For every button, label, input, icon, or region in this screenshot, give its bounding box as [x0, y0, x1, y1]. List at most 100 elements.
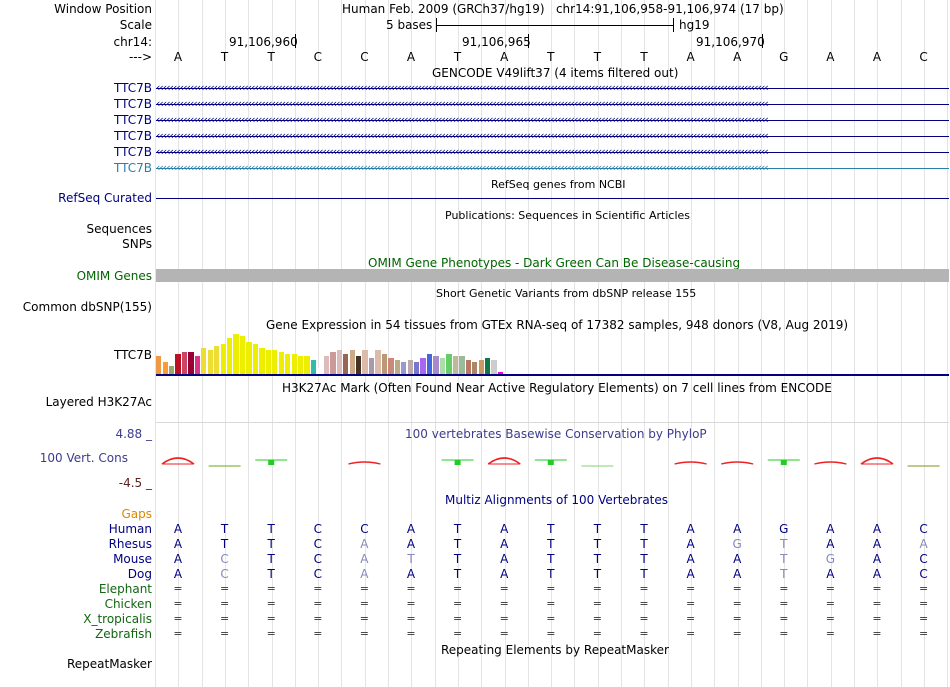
base-letter[interactable]: T — [593, 50, 602, 64]
gtex-tissue-bar[interactable] — [272, 350, 278, 374]
multiz-species-label[interactable]: Chicken — [104, 597, 152, 611]
base-letter[interactable]: A — [500, 50, 509, 64]
base-letter[interactable]: C — [360, 50, 369, 64]
gtex-tissue-bar[interactable] — [414, 362, 420, 374]
gtex-tissue-bar[interactable] — [407, 360, 413, 374]
gtex-tissue-bar[interactable] — [343, 354, 349, 374]
base-letter[interactable]: A — [826, 50, 835, 64]
h3k27ac-track-label[interactable]: Layered H3K27Ac — [45, 395, 152, 409]
base-letter[interactable]: C — [313, 50, 322, 64]
gtex-tissue-bar[interactable] — [446, 354, 452, 374]
gtex-tissue-bar[interactable] — [362, 350, 368, 374]
gtex-tissue-bar[interactable] — [227, 338, 233, 374]
gtex-tissue-bar[interactable] — [214, 346, 220, 374]
base-letter[interactable]: T — [640, 50, 648, 64]
multiz-species-label[interactable]: Rhesus — [108, 537, 152, 551]
base-letter[interactable]: T — [547, 50, 555, 64]
base-letter[interactable]: A — [733, 50, 742, 64]
gtex-tissue-bar[interactable] — [381, 354, 388, 374]
gtex-tissue-bar[interactable] — [239, 336, 246, 374]
gencode-item-label[interactable]: TTC7B — [114, 129, 152, 143]
base-letter[interactable]: A — [872, 50, 882, 64]
gtex-tissue-bar[interactable] — [465, 360, 471, 374]
gtex-tissue-bar[interactable] — [259, 348, 265, 374]
base-letter[interactable]: T — [220, 50, 229, 64]
gtex-track-label[interactable]: TTC7B — [114, 348, 152, 362]
omim-track-label[interactable]: OMIM Genes — [76, 269, 152, 283]
sequences-track-label[interactable]: Sequences — [86, 222, 152, 236]
gtex-tissue-bar[interactable] — [356, 356, 362, 374]
base-letter[interactable]: A — [173, 50, 183, 64]
gtex-tissue-bar[interactable] — [297, 356, 304, 374]
gtex-tissue-bar[interactable] — [156, 356, 162, 374]
gtex-tissue-bar[interactable] — [439, 358, 446, 374]
base-letter[interactable]: A — [686, 50, 695, 64]
gtex-tissue-bar[interactable] — [394, 360, 401, 374]
gtex-tissue-bar[interactable] — [472, 362, 478, 374]
gtex-tissue-bar[interactable] — [323, 356, 330, 374]
base-letter[interactable]: A — [406, 50, 416, 64]
multiz-species-label[interactable]: X_tropicalis — [83, 612, 152, 626]
base-letter[interactable]: T — [453, 50, 462, 64]
gtex-tissue-bar[interactable] — [252, 344, 259, 374]
multiz-species-label[interactable]: Elephant — [98, 582, 152, 596]
gtex-bar-chart[interactable] — [156, 330, 949, 374]
gencode-item-arrows[interactable]: ‹‹‹‹‹‹‹‹‹‹‹‹‹‹‹‹‹‹‹‹‹‹‹‹‹‹‹‹‹‹‹‹‹‹‹‹‹‹‹‹… — [156, 148, 769, 156]
gtex-tissue-bar[interactable] — [375, 350, 381, 374]
gtex-tissue-bar[interactable] — [433, 356, 439, 374]
gtex-tissue-bar[interactable] — [388, 358, 394, 374]
gtex-tissue-bar[interactable] — [330, 352, 336, 374]
gtex-tissue-bar[interactable] — [285, 354, 291, 374]
gtex-tissue-bar[interactable] — [207, 350, 213, 374]
gtex-tissue-bar[interactable] — [246, 342, 252, 374]
snps-track-label[interactable]: SNPs — [122, 237, 152, 251]
gtex-tissue-bar[interactable] — [168, 366, 175, 374]
refseq-track-label[interactable]: RefSeq Curated — [58, 191, 152, 205]
conservation-track-label[interactable]: 100 Vert. Cons — [39, 451, 128, 465]
phylop-graph[interactable] — [156, 448, 949, 478]
gtex-tissue-bar[interactable] — [420, 358, 426, 374]
base-letter[interactable]: C — [919, 50, 928, 64]
gtex-tissue-bar[interactable] — [265, 350, 272, 374]
gtex-tissue-bar[interactable] — [317, 368, 323, 374]
gtex-tissue-bar[interactable] — [478, 360, 484, 374]
gtex-tissue-bar[interactable] — [491, 360, 497, 374]
gencode-item-arrows[interactable]: ‹‹‹‹‹‹‹‹‹‹‹‹‹‹‹‹‹‹‹‹‹‹‹‹‹‹‹‹‹‹‹‹‹‹‹‹‹‹‹‹… — [156, 116, 769, 124]
gtex-tissue-bar[interactable] — [336, 350, 342, 374]
gtex-tissue-bar[interactable] — [368, 358, 375, 374]
multiz-species-label[interactable]: Dog — [127, 567, 152, 581]
gencode-item-arrows[interactable]: ‹‹‹‹‹‹‹‹‹‹‹‹‹‹‹‹‹‹‹‹‹‹‹‹‹‹‹‹‹‹‹‹‹‹‹‹‹‹‹‹… — [156, 100, 769, 108]
gtex-tissue-bar[interactable] — [181, 352, 188, 374]
gtex-tissue-bar[interactable] — [426, 354, 433, 374]
gtex-tissue-bar[interactable] — [233, 334, 239, 374]
gencode-item-arrows[interactable]: ‹‹‹‹‹‹‹‹‹‹‹‹‹‹‹‹‹‹‹‹‹‹‹‹‹‹‹‹‹‹‹‹‹‹‹‹‹‹‹‹… — [156, 132, 769, 140]
multiz-species-label[interactable]: Zebrafish — [95, 627, 152, 641]
gtex-tissue-bar[interactable] — [201, 348, 207, 374]
gencode-item-arrows[interactable]: ‹‹‹‹‹‹‹‹‹‹‹‹‹‹‹‹‹‹‹‹‹‹‹‹‹‹‹‹‹‹‹‹‹‹‹‹‹‹‹‹… — [156, 164, 769, 172]
gencode-item-label[interactable]: TTC7B — [114, 81, 152, 95]
gencode-item-label[interactable]: TTC7B — [114, 161, 152, 175]
gtex-tissue-bar[interactable] — [162, 362, 168, 374]
gtex-tissue-bar[interactable] — [459, 356, 465, 374]
gtex-tissue-bar[interactable] — [452, 356, 459, 374]
repeatmasker-track-label[interactable]: RepeatMasker — [66, 657, 152, 671]
gencode-item-label[interactable]: TTC7B — [114, 97, 152, 111]
base-letter[interactable]: T — [267, 50, 275, 64]
gencode-item-label[interactable]: TTC7B — [114, 113, 152, 127]
gtex-tissue-bar[interactable] — [291, 354, 297, 374]
gtex-tissue-bar[interactable] — [497, 372, 504, 374]
multiz-species-label[interactable]: Human — [108, 522, 152, 536]
gtex-tissue-bar[interactable] — [310, 360, 317, 374]
multiz-species-label[interactable]: Mouse — [113, 552, 152, 566]
gtex-tissue-bar[interactable] — [484, 358, 491, 374]
dbsnp-track-label[interactable]: Common dbSNP(155) — [22, 300, 152, 314]
gtex-tissue-bar[interactable] — [304, 356, 310, 374]
gencode-item-label[interactable]: TTC7B — [114, 145, 152, 159]
gtex-tissue-bar[interactable] — [188, 352, 194, 374]
gtex-tissue-bar[interactable] — [175, 354, 181, 374]
gtex-tissue-bar[interactable] — [401, 362, 407, 374]
gtex-tissue-bar[interactable] — [220, 344, 226, 374]
gtex-tissue-bar[interactable] — [278, 352, 284, 374]
omim-track-bar[interactable] — [156, 269, 949, 282]
